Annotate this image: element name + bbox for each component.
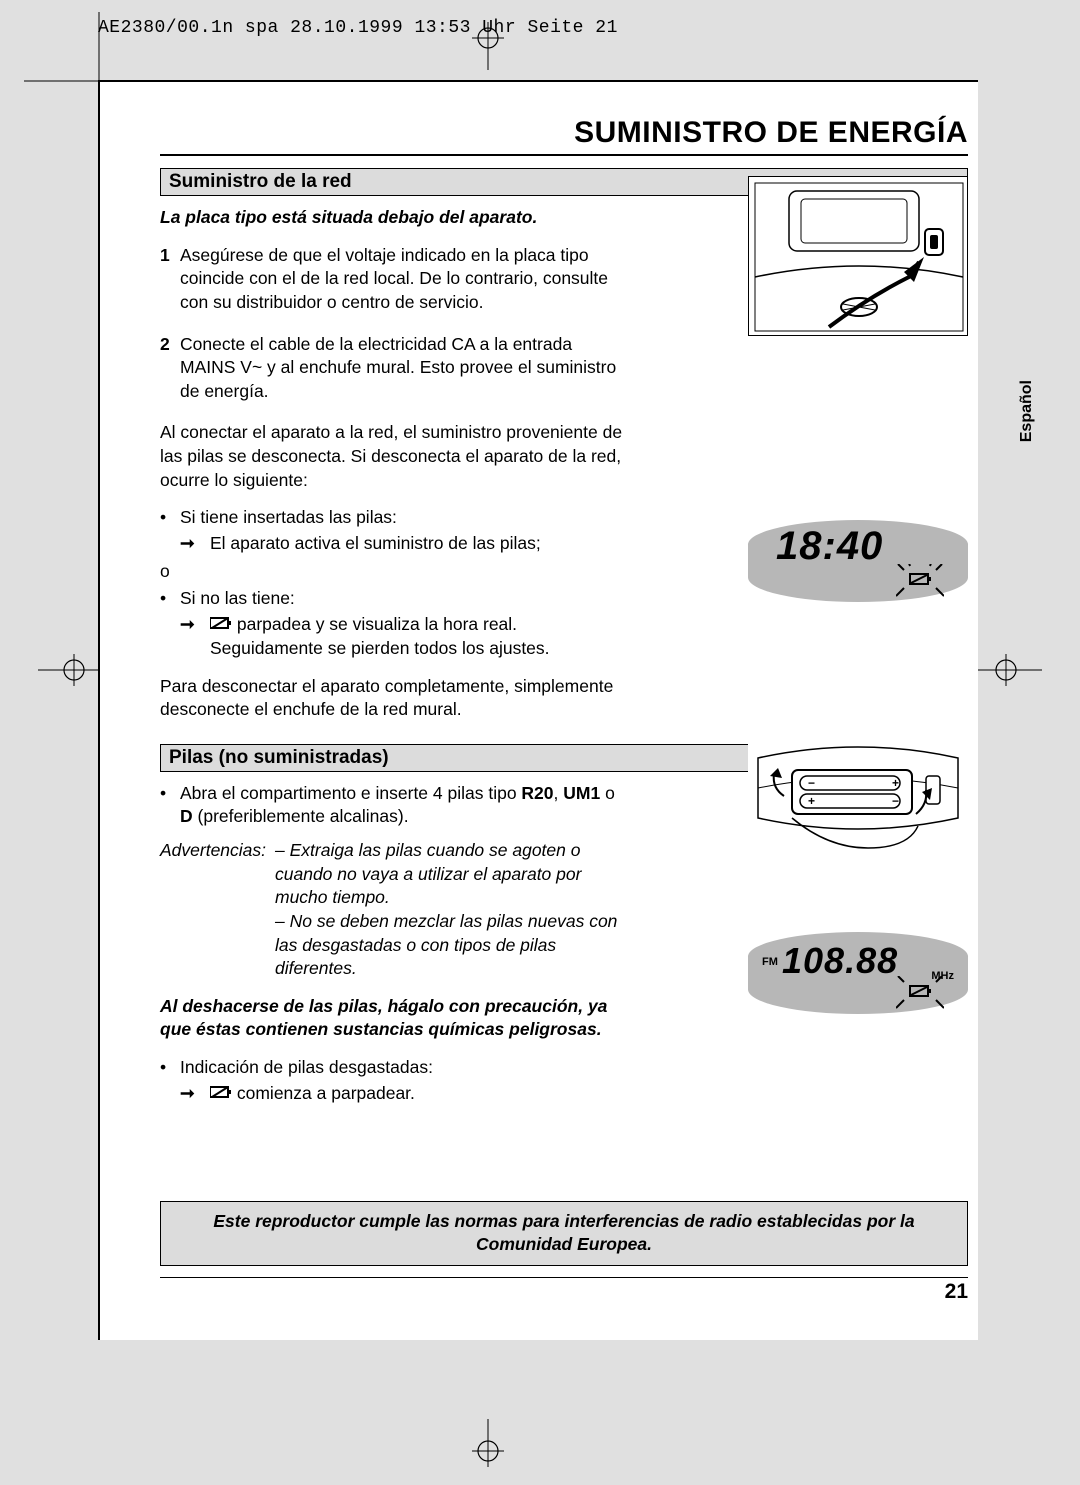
compliance-notice: Este reproductor cumple las normas para … (160, 1201, 968, 1266)
figure-lcd-freq: FM 108.88 MHz (748, 932, 968, 1014)
flash-icon (896, 564, 944, 600)
low-battery-result: comienza a parpadear. (210, 1082, 415, 1106)
step-1-number: 1 (160, 244, 180, 315)
warning-2: – No se deben mezclar las pilas nuevas c… (275, 910, 630, 981)
warnings-label: Advertencias: (160, 839, 275, 981)
svg-text:+: + (808, 794, 815, 808)
type-plate-note: La placa tipo está situada debajo del ap… (160, 206, 630, 230)
print-header: AE2380/00.1n spa 28.10.1999 13:53 Uhr Se… (98, 18, 618, 38)
svg-text:−: − (892, 794, 899, 808)
arrow-icon: ➞ (180, 613, 210, 661)
page: SUMINISTRO DE ENERGÍA Español Suministro… (98, 80, 978, 1340)
figure-lcd-time: 18:40 (748, 520, 968, 602)
crop-line-icon (98, 12, 100, 80)
footer-rule (160, 1277, 968, 1279)
registration-mark-right-icon (970, 650, 1042, 690)
lcd-time-value: 18:40 (776, 524, 883, 569)
title-rule (160, 154, 968, 156)
arrow-icon: ➞ (180, 1082, 210, 1106)
lcd-band: FM (762, 956, 778, 968)
crop-line-icon (24, 80, 98, 82)
disconnect-paragraph: Para desconectar el aparato completament… (160, 675, 630, 722)
step-2-number: 2 (160, 333, 180, 404)
page-title: SUMINISTRO DE ENERGÍA (574, 116, 968, 150)
step-1-text: Asegúrese de que el voltaje indicado en … (180, 244, 630, 315)
insert-batteries-bullet: Abra el compartimento e inserte 4 pilas … (180, 782, 630, 829)
battery-icon (210, 613, 232, 637)
svg-text:−: − (808, 776, 815, 790)
has-batteries-result: El aparato activa el suministro de las p… (210, 532, 541, 556)
registration-mark-top-icon (468, 22, 508, 70)
step-2-text: Conecte el cable de la electricidad CA a… (180, 333, 630, 404)
warning-1: – Extraiga las pilas cuando se agoten o … (275, 839, 630, 910)
warnings: Advertencias: – Extraiga las pilas cuand… (160, 839, 630, 981)
no-batteries-bullet: Si no las tiene: (180, 587, 295, 611)
step-1: 1 Asegúrese de que el voltaje indicado e… (160, 244, 630, 315)
arrow-icon: ➞ (180, 532, 210, 556)
or-text: o (160, 560, 630, 584)
flash-icon (896, 976, 944, 1012)
figure-battery-compartment: − + + − (748, 718, 968, 858)
page-number: 21 (945, 1280, 968, 1304)
has-batteries-bullet: Si tiene insertadas las pilas: (180, 506, 397, 530)
mains-paragraph: Al conectar el aparato a la red, el sumi… (160, 421, 630, 492)
language-tab: Español (1018, 380, 1036, 442)
svg-text:+: + (892, 776, 899, 790)
registration-mark-bottom-icon (468, 1419, 508, 1467)
disposal-warning: Al deshacerse de las pilas, hágalo con p… (160, 995, 630, 1042)
low-battery-bullet: Indicación de pilas desgastadas: (180, 1056, 433, 1080)
step-2: 2 Conecte el cable de la electricidad CA… (160, 333, 630, 404)
battery-icon (210, 1082, 232, 1106)
figure-mains-plug (748, 176, 968, 336)
no-batteries-result: parpadea y se visualiza la hora real. Se… (210, 613, 630, 661)
lcd-freq-value: 108.88 (782, 940, 898, 982)
